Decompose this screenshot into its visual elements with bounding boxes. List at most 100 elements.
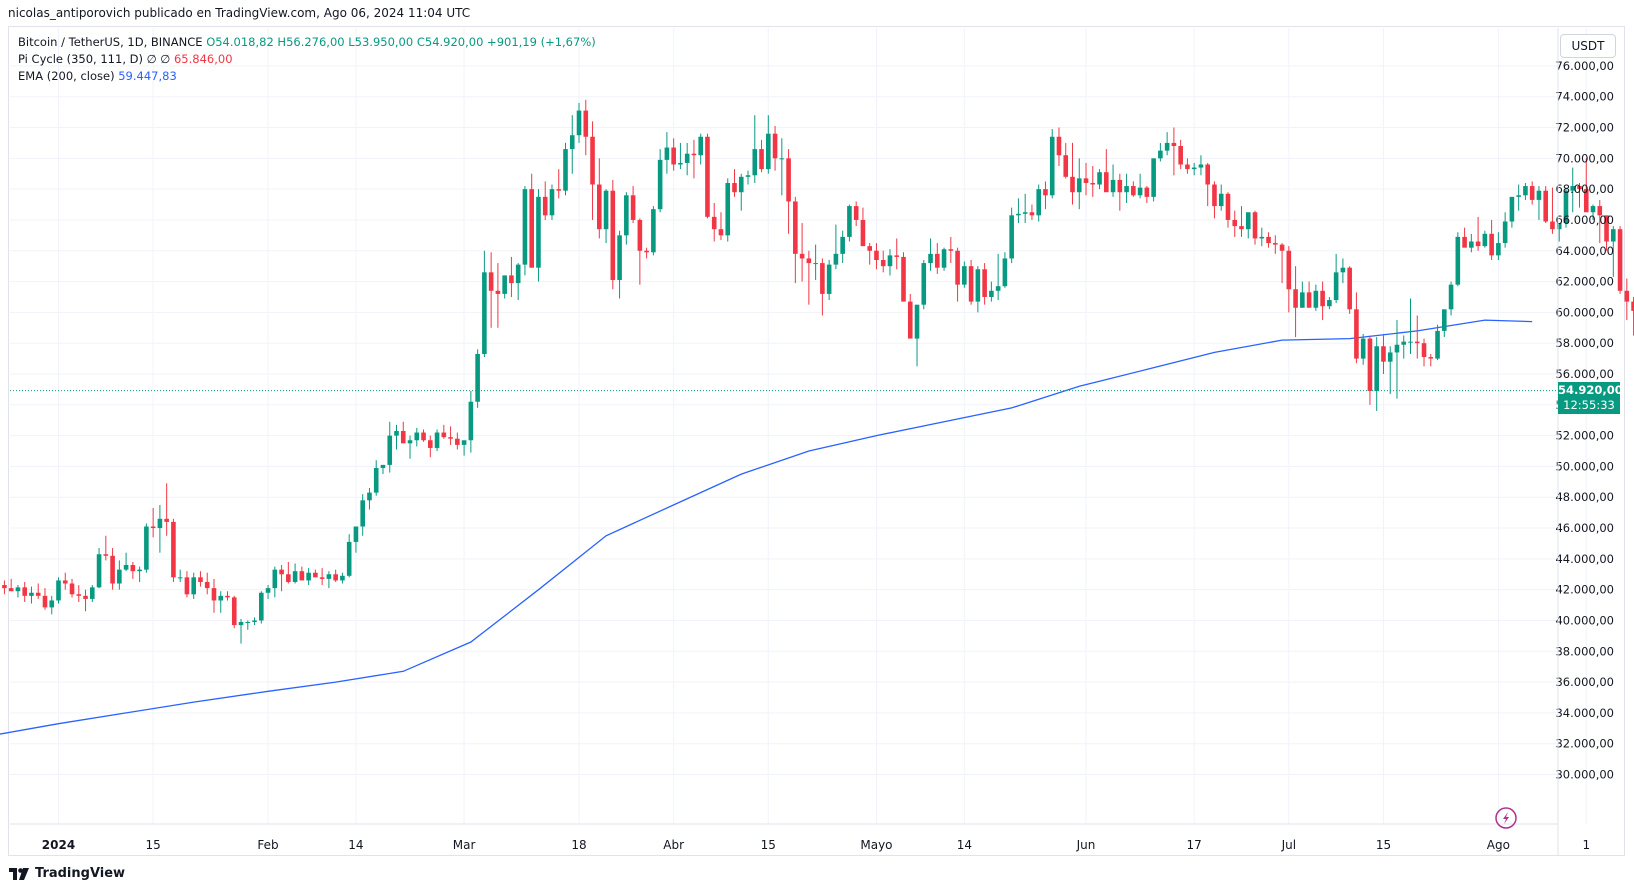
- candle-body: [1070, 176, 1075, 193]
- chart-frame[interactable]: [8, 26, 1625, 856]
- candle: [279, 565, 284, 592]
- candle: [860, 207, 866, 247]
- candle-body: [948, 249, 954, 251]
- symbol-name: Bitcoin / TetherUS, 1D, BINANCE: [18, 35, 203, 49]
- candle-body: [69, 583, 75, 595]
- candle-body: [921, 263, 927, 305]
- candle: [1009, 207, 1014, 264]
- candle-body: [340, 575, 345, 581]
- candle: [373, 460, 379, 496]
- candle-body: [414, 432, 420, 441]
- y-tick-label: 48.000,00: [1555, 490, 1614, 504]
- candle: [333, 569, 338, 582]
- candle-body: [218, 595, 224, 601]
- candle: [522, 186, 528, 276]
- candle-body: [1570, 186, 1576, 191]
- lightning-icon[interactable]: [1495, 807, 1517, 829]
- candle-body: [603, 190, 609, 230]
- candle-body: [610, 190, 616, 281]
- y-tick-label: 46.000,00: [1555, 521, 1614, 535]
- candle-body: [1536, 190, 1542, 200]
- legend-pi-cycle-row[interactable]: Pi Cycle (350, 111, D) ∅ ∅ 65.846,00: [18, 51, 596, 68]
- candle: [428, 435, 433, 458]
- candle-body: [286, 574, 291, 582]
- candle-body: [373, 467, 379, 493]
- candle-body: [590, 136, 595, 185]
- candle-body: [813, 263, 818, 265]
- candle-body: [1110, 179, 1116, 193]
- candle-body: [569, 135, 575, 150]
- candle-body: [1502, 221, 1508, 244]
- candle-body: [495, 290, 501, 294]
- candle: [813, 244, 818, 281]
- candle: [421, 429, 426, 442]
- price-axis: 76.000,00 74.000,00 72.000,00 70.000,00 68.0…: [1555, 28, 1614, 855]
- x-tick-label: Feb: [257, 838, 278, 852]
- candle-body: [231, 597, 237, 626]
- y-tick-label: 62.000,00: [1555, 275, 1614, 289]
- candle-body: [1002, 258, 1008, 287]
- y-tick-label: 66.000,00: [1555, 213, 1614, 227]
- candle-body: [123, 565, 129, 570]
- candle: [1367, 335, 1373, 405]
- candle-body: [49, 600, 55, 608]
- candle: [1273, 235, 1278, 254]
- candle: [245, 620, 251, 630]
- candle-body: [1144, 187, 1150, 197]
- candle-body: [637, 219, 643, 251]
- candle-body: [455, 438, 460, 445]
- candle: [671, 138, 676, 171]
- candle: [8, 578, 14, 592]
- candle-body: [1009, 215, 1014, 259]
- candle-body: [1232, 219, 1238, 227]
- candle-body: [1279, 244, 1285, 251]
- candle-body: [461, 440, 467, 445]
- candle: [407, 435, 413, 459]
- currency-selector[interactable]: USDT: [1560, 34, 1616, 58]
- candle: [556, 169, 562, 199]
- candle: [1489, 219, 1494, 261]
- candle-body: [935, 253, 940, 268]
- candle-body: [738, 176, 744, 193]
- candle-body: [1374, 346, 1379, 391]
- candle-body: [62, 580, 68, 584]
- candle-body: [448, 437, 453, 439]
- legend-ema-row[interactable]: EMA (200, close) 59.447,83: [18, 68, 596, 85]
- candle-body: [1631, 301, 1634, 311]
- candle: [1327, 296, 1332, 310]
- y-tick-label: 70.000,00: [1555, 151, 1614, 165]
- candle: [664, 132, 670, 174]
- candle: [759, 139, 764, 173]
- tradingview-logo[interactable]: TradingView: [9, 866, 125, 881]
- candle-body: [901, 256, 906, 302]
- y-tick-label: 76.000,00: [1555, 59, 1614, 73]
- candle: [968, 260, 974, 305]
- candle-body: [319, 577, 325, 579]
- candle: [1529, 181, 1535, 205]
- candle-body: [968, 266, 974, 302]
- candle: [1550, 187, 1555, 234]
- candle: [137, 566, 142, 582]
- candle: [1171, 127, 1177, 176]
- x-tick-label: 17: [1187, 838, 1202, 852]
- candle-body: [725, 182, 731, 236]
- x-tick-label: Jul: [1281, 838, 1296, 852]
- candle: [684, 142, 690, 176]
- candle: [1036, 184, 1041, 222]
- x-tick-label: Ago: [1487, 838, 1510, 852]
- candle: [468, 390, 474, 453]
- candle: [1076, 158, 1082, 210]
- candle-body: [840, 236, 845, 254]
- candle-body: [975, 269, 981, 302]
- candle-body: [1448, 284, 1454, 310]
- candle: [1225, 192, 1231, 228]
- candle: [907, 293, 913, 339]
- legend-symbol-row[interactable]: Bitcoin / TetherUS, 1D, BINANCE O54.018,…: [18, 34, 596, 51]
- candle: [319, 568, 325, 586]
- candle-body: [441, 432, 447, 438]
- ema-value: 59.447,83: [118, 69, 177, 83]
- candle: [414, 427, 420, 447]
- candle: [603, 189, 609, 244]
- candle: [840, 230, 845, 264]
